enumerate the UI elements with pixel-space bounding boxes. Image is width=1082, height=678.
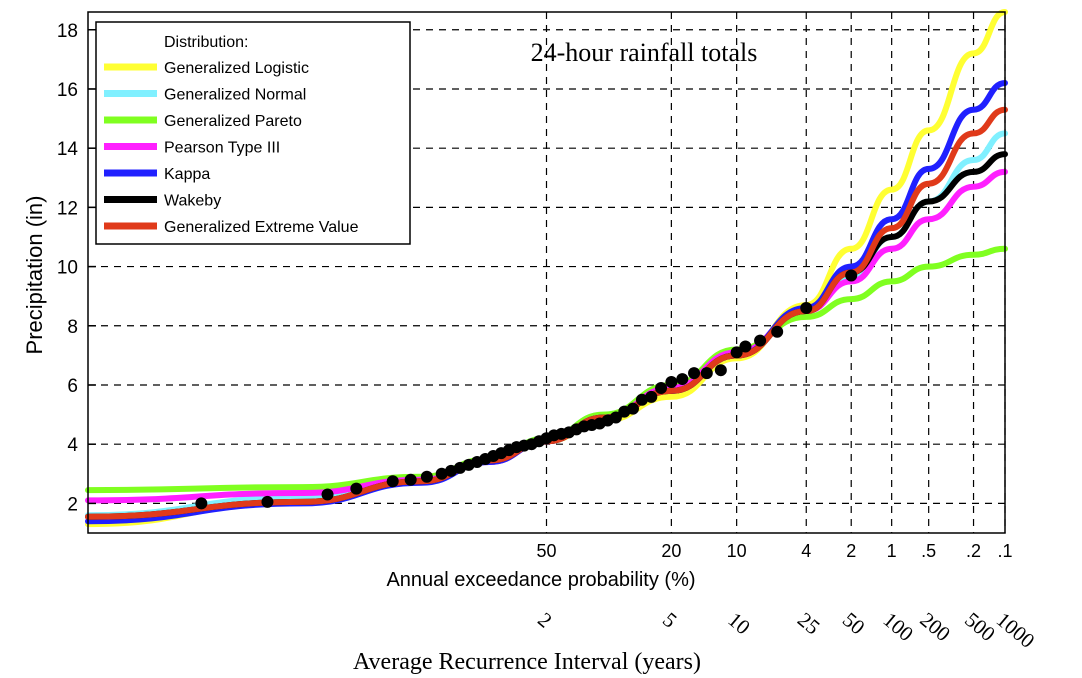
legend-label: Generalized Pareto (164, 113, 302, 130)
observed-point (195, 497, 208, 510)
grid-lines (88, 12, 1006, 533)
observed-point (714, 364, 727, 377)
y-tick-label: 6 (67, 376, 78, 397)
legend-title: Distribution: (164, 34, 248, 51)
x-tick-label: .5 (921, 541, 936, 561)
observed-point (350, 482, 363, 495)
x-tick-label: 20 (661, 541, 681, 561)
series-line-pearson-type-iii (85, 168, 1008, 504)
observed-point (771, 325, 784, 338)
observed-point (420, 470, 433, 483)
ari-tick-label: 5 (658, 607, 681, 632)
y-tick-label: 12 (57, 198, 78, 219)
observed-point (626, 402, 639, 415)
legend: Distribution: Generalized Logistic General… (95, 21, 411, 245)
legend-label: Generalized Logistic (164, 60, 309, 77)
x-tick-label: 2 (846, 541, 856, 561)
observed-point (609, 411, 622, 424)
y-tick-label: 8 (67, 317, 78, 338)
legend-label: Pearson Type III (164, 140, 280, 157)
ari-tick-label: 1000 (992, 607, 1040, 652)
y-tick-label: 10 (57, 258, 78, 279)
observed-point (665, 376, 678, 389)
y-axis-label: Precipitation (in) (22, 196, 47, 355)
x-tick-label: 1 (887, 541, 897, 561)
observed-point (739, 340, 752, 353)
x-tick-label: 50 (536, 541, 556, 561)
observed-point (261, 495, 274, 508)
observed-point (435, 467, 448, 480)
plot-frame (87, 11, 1006, 534)
y-tick-label: 16 (57, 80, 78, 101)
observed-point (386, 475, 399, 488)
observed-point (800, 302, 813, 315)
ari-tick-label: 10 (723, 607, 755, 639)
x-tick-label: 4 (801, 541, 811, 561)
x-tick-label: .2 (966, 541, 981, 561)
observed-point (730, 346, 743, 359)
ari-tick-label: 2 (533, 607, 556, 632)
series-lines (85, 9, 1008, 528)
observed-point (321, 488, 334, 501)
legend-label: Generalized Normal (164, 87, 306, 104)
y-tick-label: 18 (57, 21, 78, 42)
chart-title: 24-hour rainfall totals (531, 38, 758, 67)
legend-label: Wakeby (164, 193, 221, 210)
observed-point (700, 367, 713, 380)
y-tick-label: 4 (67, 435, 78, 456)
observed-point (404, 473, 417, 486)
y-tick-label: 2 (67, 494, 78, 515)
observed-point (645, 390, 658, 403)
x-tick-label: 10 (727, 541, 747, 561)
series-line-generalized-extreme-value (85, 106, 1008, 520)
observed-points (195, 269, 858, 510)
observed-point (655, 381, 668, 394)
ari-tick-label: 25 (793, 607, 825, 639)
ari-tick-label: 50 (838, 607, 870, 639)
ari-tick-label: 200 (915, 607, 955, 646)
y-tick-label: 14 (57, 139, 79, 160)
observed-point (754, 334, 767, 347)
observed-point (676, 373, 689, 386)
observed-point (635, 393, 648, 406)
observed-point (845, 269, 858, 282)
x-axis-label: Annual exceedance probability (%) (386, 569, 695, 591)
secondary-x-axis-label: Average Recurrence Interval (years) (353, 649, 701, 675)
legend-label: Generalized Extreme Value (164, 219, 359, 236)
ari-tick-label: 100 (878, 607, 918, 646)
x-tick-label: .1 (997, 541, 1012, 561)
observed-point (688, 367, 701, 380)
legend-label: Kappa (164, 166, 210, 183)
legend-box (95, 21, 411, 245)
